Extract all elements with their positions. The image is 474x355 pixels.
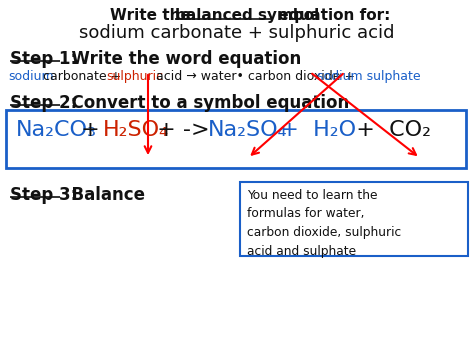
Text: +  CO₂: + CO₂ — [342, 120, 431, 140]
Text: sulphuric: sulphuric — [106, 70, 163, 83]
Text: Step 1:: Step 1: — [10, 50, 77, 68]
Text: sodium sulphate: sodium sulphate — [317, 70, 420, 83]
FancyBboxPatch shape — [240, 182, 468, 256]
Text: Balance: Balance — [60, 186, 146, 204]
Text: Na₂CO₃: Na₂CO₃ — [16, 120, 97, 140]
Text: Convert to a symbol equation: Convert to a symbol equation — [60, 94, 350, 112]
Text: sodium: sodium — [8, 70, 54, 83]
Text: You need to learn the
formulas for water,
carbon dioxide, sulphuric
acid and sul: You need to learn the formulas for water… — [247, 189, 401, 257]
Text: Step 3:: Step 3: — [10, 186, 77, 204]
Text: H₂SO₄: H₂SO₄ — [102, 120, 168, 140]
Text: + ->: + -> — [150, 120, 217, 140]
Text: balanced symbol: balanced symbol — [175, 8, 319, 23]
Text: +: + — [73, 120, 107, 140]
FancyBboxPatch shape — [6, 110, 466, 168]
Text: sodium carbonate + sulphuric acid: sodium carbonate + sulphuric acid — [79, 24, 395, 42]
Text: acid → water• carbon dioxide +: acid → water• carbon dioxide + — [152, 70, 359, 83]
Text: Na₂SO₄: Na₂SO₄ — [208, 120, 288, 140]
Text: equation for:: equation for: — [273, 8, 390, 23]
Text: Write the: Write the — [110, 8, 196, 23]
Text: Write the word equation: Write the word equation — [60, 50, 301, 68]
Text: carbonate +: carbonate + — [39, 70, 125, 83]
Text: Step 2:: Step 2: — [10, 94, 77, 112]
Text: +  H₂O: + H₂O — [265, 120, 356, 140]
